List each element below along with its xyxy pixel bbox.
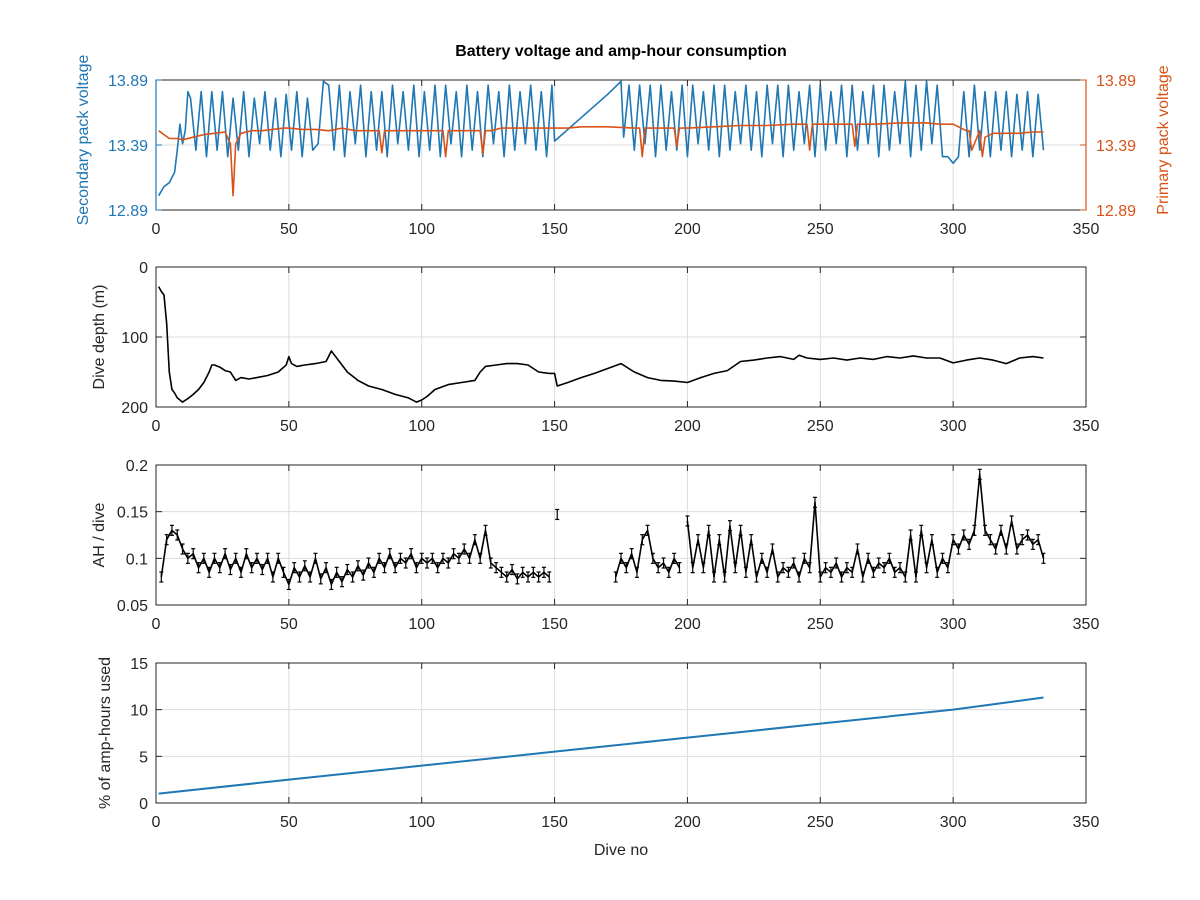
x-tick-label: 350 [1073, 616, 1100, 633]
x-tick-label: 350 [1073, 418, 1100, 435]
y-axis-label-left: Secondary pack voltage [75, 55, 92, 226]
x-tick-label: 0 [152, 616, 161, 633]
depth-line [157, 286, 1044, 403]
x-tick-label: 300 [940, 616, 967, 633]
x-tick-label: 200 [674, 418, 701, 435]
pct-axes-box [155, 662, 1087, 804]
x-tick-label: 250 [807, 221, 834, 238]
y-tick-label: 0.05 [117, 598, 148, 615]
x-tick-label: 0 [152, 418, 161, 435]
y-tick-label: 13.39 [108, 138, 148, 155]
y-tick-label: 0.1 [126, 551, 148, 568]
depth-panel: 0 50 100 150 200 250 300 350 0 100 200 Dive depth (… [91, 260, 1099, 435]
y-tick-label: 0.2 [126, 458, 148, 475]
x-tick-label: 100 [408, 814, 435, 831]
x-tick-label: 200 [674, 616, 701, 633]
x-tick-label: 300 [940, 221, 967, 238]
y-tick-label: 100 [121, 330, 148, 347]
x-axis-label: Dive no [594, 842, 648, 859]
y-tick-label: 0 [139, 796, 148, 813]
x-tick-label: 0 [152, 814, 161, 831]
y-axis-label-right: Primary pack voltage [1155, 65, 1172, 214]
x-tick-label: 250 [807, 814, 834, 831]
y-right-tick-label: 13.39 [1096, 138, 1136, 155]
y-tick-label: 200 [121, 400, 148, 417]
x-tick-label: 350 [1073, 814, 1100, 831]
y-axis-label: AH / dive [91, 502, 108, 567]
secondary-line [157, 80, 1045, 197]
x-tick-label: 100 [408, 221, 435, 238]
y-axis-label: Dive depth (m) [91, 285, 108, 390]
x-tick-label: 50 [280, 418, 298, 435]
y-tick-label: 0.15 [117, 505, 148, 522]
y-tick-label: 5 [139, 749, 148, 766]
x-tick-label: 150 [541, 814, 568, 831]
y-right-tick-label: 13.89 [1096, 73, 1136, 90]
x-tick-label: 300 [940, 814, 967, 831]
x-tick-label: 150 [541, 418, 568, 435]
y-right-tick-label: 12.89 [1096, 203, 1136, 220]
x-tick-label: 100 [408, 616, 435, 633]
x-tick-label: 0 [152, 221, 161, 238]
ah-axes-box [155, 464, 1087, 606]
x-tick-label: 100 [408, 418, 435, 435]
pct-used-line [158, 696, 1044, 795]
x-tick-label: 50 [280, 616, 298, 633]
primary-line [158, 122, 1044, 197]
y-tick-label: 0 [139, 260, 148, 277]
x-tick-label: 200 [674, 221, 701, 238]
y-tick-label: 13.89 [108, 73, 148, 90]
x-tick-label: 250 [807, 616, 834, 633]
ah-panel: 0 50 100 150 200 250 300 350 0.05 0.1 0.15 0.2 AH / … [91, 458, 1099, 633]
ah-seg3-line [614, 529, 681, 578]
y-axis-label: % of amp-hours used [97, 657, 114, 809]
y-tick-label: 10 [130, 703, 148, 720]
x-tick-label: 300 [940, 418, 967, 435]
x-tick-label: 250 [807, 418, 834, 435]
x-tick-label: 150 [541, 616, 568, 633]
x-tick-label: 50 [280, 814, 298, 831]
y-tick-label: 15 [130, 656, 148, 673]
x-tick-label: 150 [541, 221, 568, 238]
y-tick-label: 12.89 [108, 203, 148, 220]
pct-panel: 0 50 100 150 200 250 300 350 0 5 10 15 % of amp-hour… [97, 656, 1099, 859]
voltage-panel: 0 50 100 150 200 250 300 35012.8913.3913.8912.8… [75, 43, 1172, 238]
x-tick-label: 350 [1073, 221, 1100, 238]
x-tick-label: 50 [280, 221, 298, 238]
chart-title: Battery voltage and amp-hour consumption [455, 43, 787, 60]
x-tick-label: 200 [674, 814, 701, 831]
